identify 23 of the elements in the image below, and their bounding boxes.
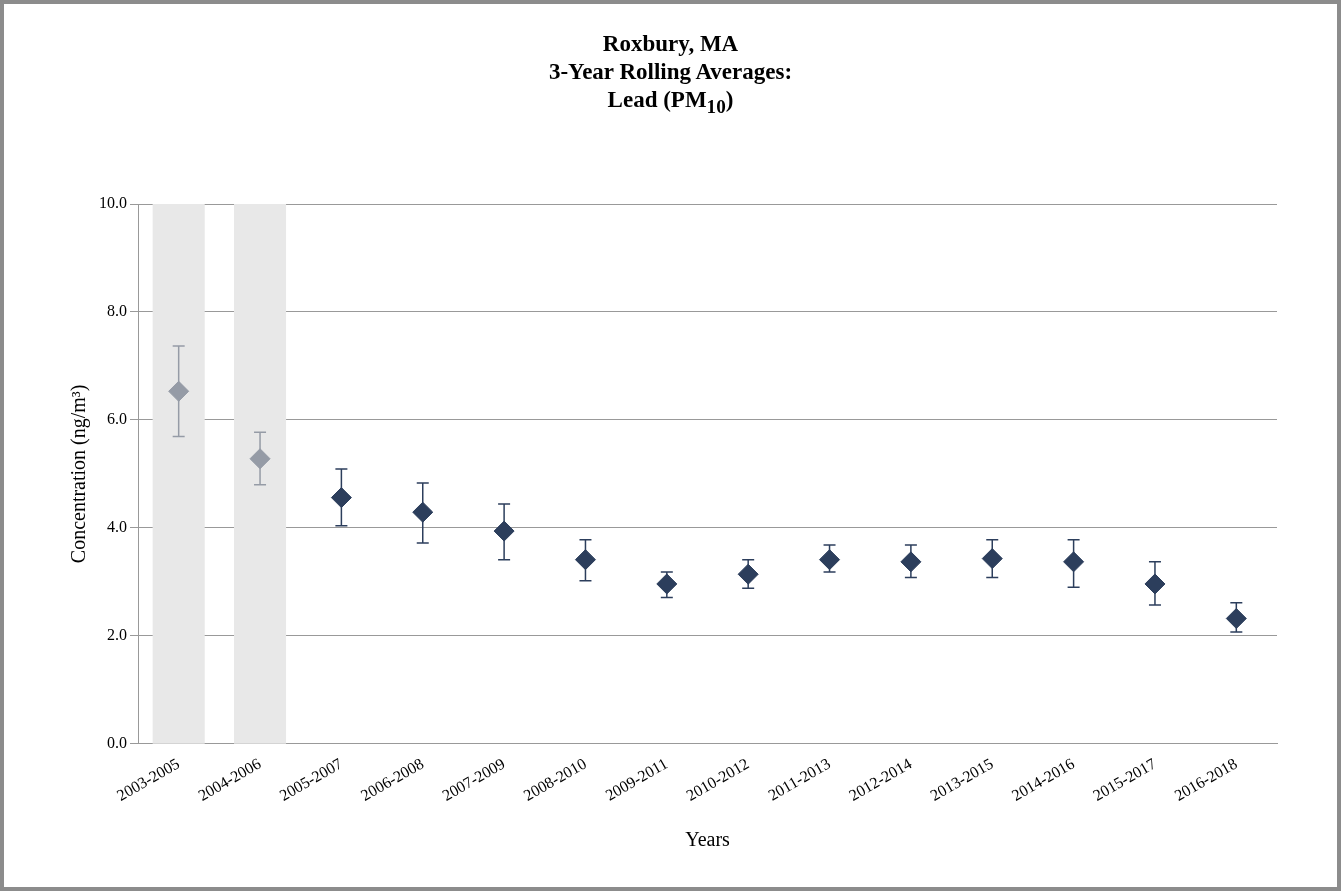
- y-tick-label: 8.0: [107, 302, 127, 320]
- point: [249, 448, 271, 470]
- y-tick-label: 2.0: [107, 625, 127, 643]
- point: [168, 380, 190, 402]
- y-axis-title: Concentration (ng/m³): [67, 384, 91, 564]
- x-axis-title: Years: [685, 828, 731, 851]
- point: [330, 487, 352, 509]
- point: [574, 549, 596, 571]
- point: [412, 501, 434, 523]
- point: [981, 548, 1003, 570]
- point: [656, 573, 678, 595]
- point: [1063, 551, 1085, 573]
- point: [1225, 608, 1247, 629]
- y-tick-label: 4.0: [107, 518, 127, 536]
- y-tick-label: 10.0: [99, 194, 127, 212]
- point: [1144, 573, 1166, 595]
- y-tick-label: 6.0: [107, 410, 127, 428]
- y-tick-label: 0.0: [107, 733, 127, 751]
- point: [737, 563, 759, 585]
- point: [819, 549, 841, 571]
- chart-title: Roxbury, MA 3-Year Rolling Averages: Lead (PM$_{10}$): [547, 30, 794, 119]
- point: [900, 551, 922, 573]
- point: [493, 520, 515, 542]
